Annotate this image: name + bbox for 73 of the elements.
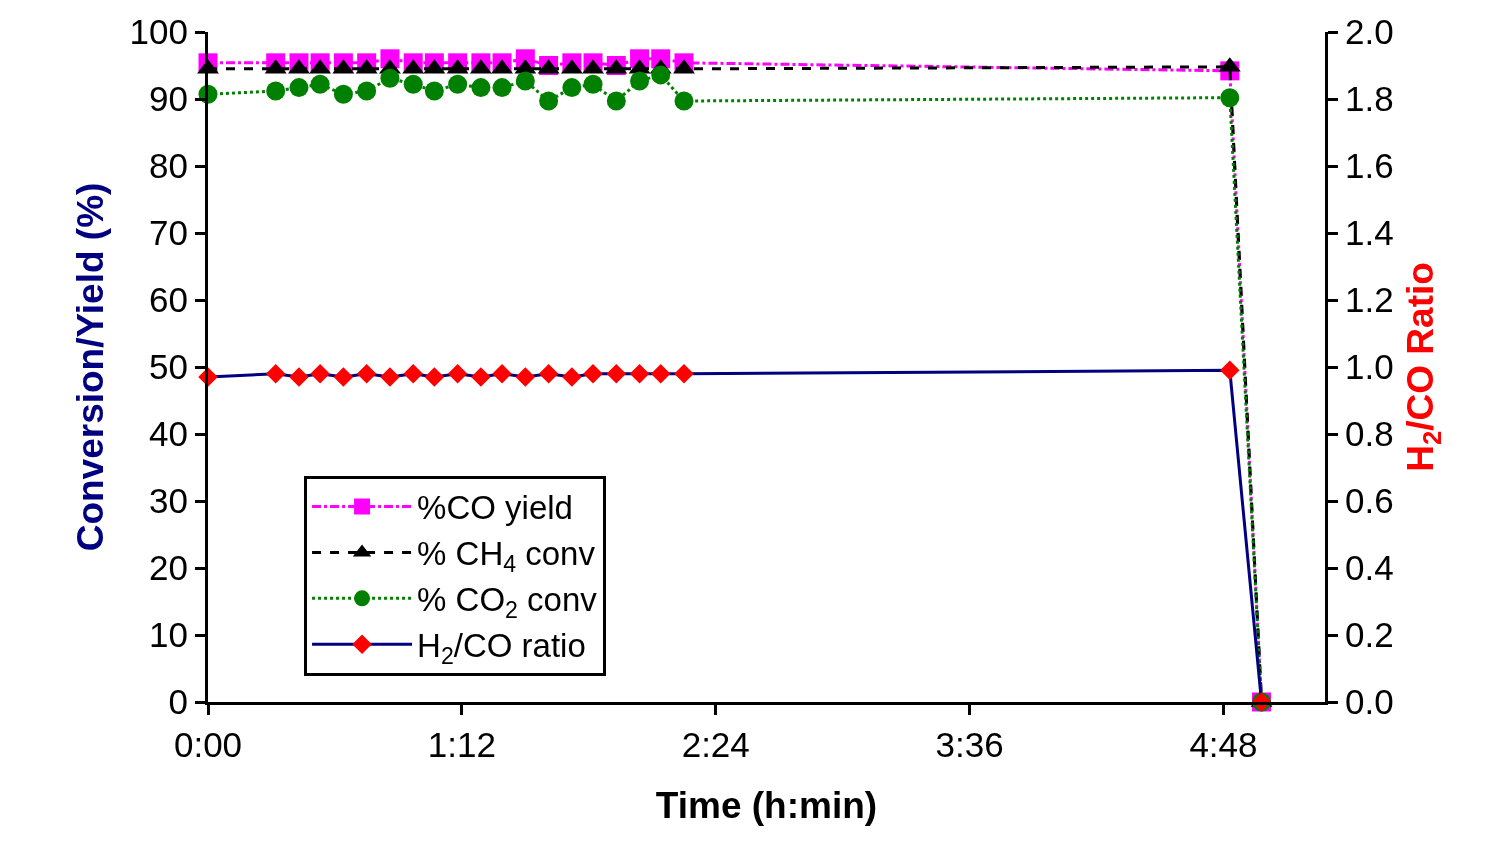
- point: [562, 367, 582, 387]
- point: [266, 81, 286, 101]
- y2-tick-label: 2.0: [1345, 12, 1394, 52]
- point: [629, 363, 650, 384]
- y2-tick-label: 1.2: [1345, 280, 1394, 320]
- y-tick-label: 0: [168, 682, 188, 722]
- point: [447, 363, 468, 384]
- point: [289, 78, 309, 98]
- point: [674, 91, 694, 111]
- point: [471, 367, 491, 387]
- point: [424, 81, 444, 101]
- y2-tick-label: 1.6: [1345, 146, 1394, 186]
- y2-tick-label: 0.0: [1345, 682, 1394, 722]
- point: [562, 78, 582, 98]
- x-tick-label: 2:24: [681, 725, 750, 764]
- y-tick-label: 40: [149, 414, 188, 454]
- point: [403, 74, 423, 94]
- point: [515, 71, 535, 91]
- legend-label: %CO yield: [417, 489, 573, 527]
- y-tick-label: 70: [149, 213, 188, 253]
- point: [583, 74, 603, 94]
- y2-tick-label: 0.6: [1345, 481, 1394, 521]
- y-tick-label: 30: [149, 481, 188, 521]
- point: [515, 367, 536, 387]
- point: [265, 363, 286, 384]
- y2-tick-label: 0.2: [1345, 615, 1394, 655]
- point: [289, 367, 309, 387]
- point: [606, 363, 627, 384]
- x-tick-label: 0:00: [173, 725, 243, 764]
- x-axis-title: Time (h:min): [655, 785, 878, 827]
- point: [650, 363, 671, 384]
- point: [583, 363, 603, 384]
- point: [538, 363, 559, 384]
- y-tick-label: 20: [149, 548, 188, 588]
- point: [357, 81, 377, 101]
- legend-label: % CH$_{4}$ conv: [417, 535, 596, 578]
- point: [492, 363, 512, 384]
- y-tick-label: 80: [149, 146, 188, 186]
- point: [380, 367, 400, 387]
- y2-tick-label: 1.0: [1345, 347, 1394, 387]
- y-tick-label: 100: [129, 12, 188, 52]
- y-tick-label: 50: [149, 347, 188, 387]
- y2-tick-label: 1.4: [1345, 213, 1394, 253]
- point: [403, 363, 423, 384]
- y-tick-label: 10: [149, 615, 188, 655]
- legend-label: % CO$_{2}$ conv: [417, 581, 598, 624]
- y-axis-title: Conversion/Yield (%): [70, 182, 112, 552]
- point: [448, 74, 468, 94]
- point: [333, 367, 354, 387]
- x-tick-label: 1:12: [427, 725, 496, 764]
- point: [1220, 360, 1240, 381]
- x-tick-label: 4:48: [1189, 725, 1258, 764]
- y2-tick-label: 1.8: [1345, 79, 1394, 119]
- y-tick-label: 90: [149, 79, 188, 119]
- point: [380, 68, 400, 88]
- point: [674, 363, 694, 384]
- point: [630, 71, 650, 91]
- point: [1220, 88, 1240, 108]
- point: [424, 367, 445, 387]
- y2-tick-label: 0.8: [1345, 414, 1394, 454]
- point: [333, 84, 353, 104]
- point: [310, 363, 330, 384]
- point: [471, 78, 491, 98]
- point: [606, 91, 626, 111]
- y2-tick-label: 0.4: [1345, 548, 1394, 588]
- point: [356, 363, 377, 384]
- point: [492, 78, 512, 98]
- point: [539, 91, 559, 111]
- x-tick-label: 3:36: [935, 725, 1004, 764]
- point: [651, 65, 671, 85]
- y-tick-label: 60: [149, 280, 188, 320]
- legend-label: H$_{2}$/CO ratio: [417, 627, 586, 669]
- point: [310, 74, 330, 94]
